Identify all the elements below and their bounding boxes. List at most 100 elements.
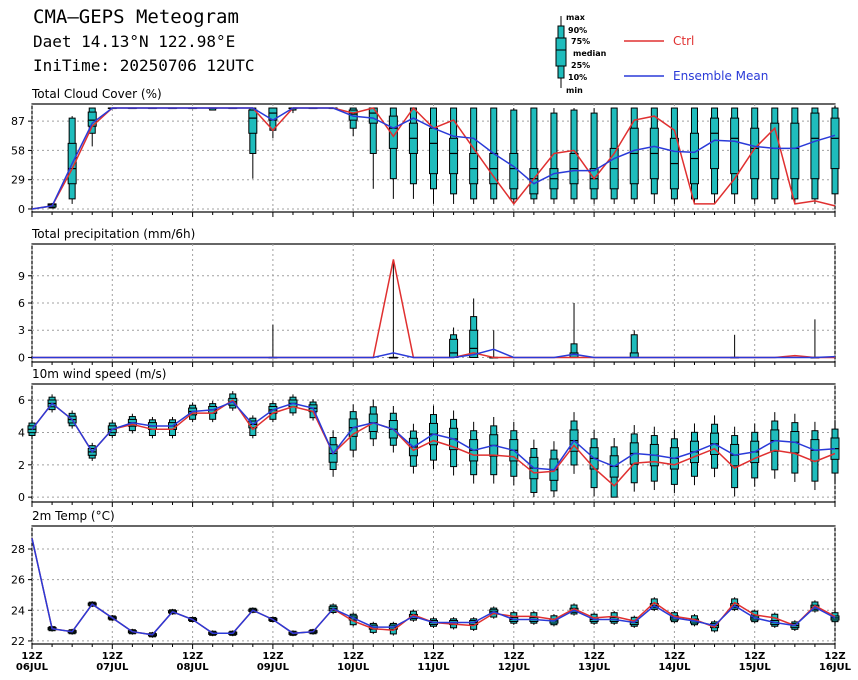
boxplot-0-30 <box>629 107 639 204</box>
x-tick-date-label: 06JUL <box>16 662 49 673</box>
boxplot-2-21 <box>449 410 459 476</box>
y-tick-label: 2 <box>18 459 25 472</box>
legend-box-label: 90% <box>568 26 587 35</box>
y-tick-label: 9 <box>18 270 25 283</box>
x-tick-date-label: 07JUL <box>96 662 129 673</box>
boxplot-1-27 <box>569 303 579 359</box>
x-tick-time-label: 12Z <box>584 651 605 662</box>
boxplot-0-27 <box>569 108 579 204</box>
boxplot-0-21 <box>449 107 459 204</box>
x-tick-time-label: 12Z <box>262 651 283 662</box>
boxplot-0-37 <box>770 107 780 204</box>
boxplot-2-38 <box>790 413 800 482</box>
boxplot-1-12 <box>268 324 278 359</box>
y-tick-label: 24 <box>11 604 25 617</box>
boxplot-2-20 <box>429 405 438 470</box>
boxplot-3-29 <box>609 611 619 625</box>
boxplot-0-19 <box>408 107 418 199</box>
boxplot-1-39 <box>810 319 820 359</box>
box-inner <box>368 107 378 124</box>
y-tick-label: 0 <box>18 351 25 364</box>
box-inner <box>810 112 820 180</box>
box-outer <box>530 107 538 200</box>
box-inner <box>830 117 840 170</box>
box-inner <box>429 127 438 175</box>
x-tick-time-label: 12Z <box>343 651 364 662</box>
y-tick-label: 58 <box>11 144 25 157</box>
boxplot-3-37 <box>770 612 780 628</box>
box-inner <box>710 117 720 170</box>
box-inner <box>388 115 398 149</box>
y-tick-label: 28 <box>11 543 25 556</box>
x-tick-date-label: 13JUL <box>578 662 611 673</box>
boxplot-0-18 <box>388 107 398 199</box>
x-tick-date-label: 08JUL <box>177 662 210 673</box>
boxplot-0-25 <box>529 107 539 204</box>
x-tick-date-label: 11JUL <box>417 662 450 673</box>
page-title: CMA–GEPS Meteogram <box>33 6 239 28</box>
boxplot-2-28 <box>589 429 599 497</box>
box-inner <box>509 152 519 190</box>
boxplot-1-35 <box>730 334 740 359</box>
box-outer <box>590 112 598 200</box>
boxplot-1-30 <box>629 330 639 359</box>
boxplot-0-39 <box>810 107 820 204</box>
y-tick-label: 26 <box>11 574 25 587</box>
boxplot-1-23 <box>489 330 499 359</box>
y-tick-label: 6 <box>18 394 25 407</box>
ensemble-mean-line <box>31 400 836 471</box>
panel-title: 2m Temp (°C) <box>32 509 115 523</box>
location-label: Daet 14.13°N 122.98°E <box>33 32 236 51</box>
y-tick-label: 22 <box>11 635 25 648</box>
boxplot-0-20 <box>429 107 438 204</box>
boxplot-2-6 <box>147 416 157 439</box>
x-tick-time-label: 12Z <box>21 651 42 662</box>
x-tick-time-label: 12Z <box>423 651 444 662</box>
legend-box-inner <box>555 37 567 67</box>
boxplot-0-28 <box>589 108 599 204</box>
ensemble-mean-line <box>31 538 836 636</box>
boxplot-0-12 <box>268 107 278 139</box>
boxplot-1-21 <box>449 327 459 358</box>
x-tick-date-label: 15JUL <box>739 662 772 673</box>
boxplot-2-32 <box>669 429 679 494</box>
panel-title: Total Cloud Cover (%) <box>31 87 162 101</box>
box-inner <box>449 338 459 358</box>
boxplot-1-18 <box>388 260 398 359</box>
boxplot-0-34 <box>710 107 720 204</box>
y-tick-label: 29 <box>11 174 25 187</box>
legend-box-label: 25% <box>571 61 590 70</box>
boxplot-2-31 <box>649 426 659 491</box>
boxplot-2-39 <box>810 421 820 491</box>
panel-title: 10m wind speed (m/s) <box>32 367 166 381</box>
box-inner <box>469 329 479 358</box>
box-inner <box>790 122 800 180</box>
legend-box-label: max <box>566 13 586 22</box>
boxplot-0-11 <box>248 107 258 179</box>
legend-box-label: 75% <box>571 37 590 46</box>
boxplot-0-24 <box>509 108 519 204</box>
x-tick-time-label: 12Z <box>664 651 685 662</box>
y-tick-label: 87 <box>11 115 25 128</box>
boxplot-0-36 <box>750 107 760 204</box>
init-time-label: IniTime: 20250706 12UTC <box>33 56 255 75</box>
boxplot-3-25 <box>529 611 539 625</box>
boxplot-0-38 <box>790 107 800 204</box>
box-inner <box>629 127 639 185</box>
x-tick-time-label: 12Z <box>744 651 765 662</box>
boxplot-0-26 <box>549 108 559 204</box>
boxplot-0-22 <box>469 107 479 204</box>
boxplot-2-23 <box>489 416 499 484</box>
box-outer <box>550 112 558 200</box>
boxplot-0-32 <box>669 107 679 204</box>
x-tick-time-label: 12Z <box>182 651 203 662</box>
boxplot-2-40 <box>830 420 840 482</box>
y-tick-label: 4 <box>18 426 25 439</box>
legend-box-label: 10% <box>568 73 587 82</box>
x-tick-date-label: 16JUL <box>819 662 852 673</box>
boxplot-2-35 <box>730 426 740 497</box>
boxplot-2-29 <box>609 437 619 498</box>
panel-title: Total precipitation (mm/6h) <box>31 227 195 241</box>
boxplot-0-31 <box>649 107 659 204</box>
boxplot-2-36 <box>750 423 760 487</box>
